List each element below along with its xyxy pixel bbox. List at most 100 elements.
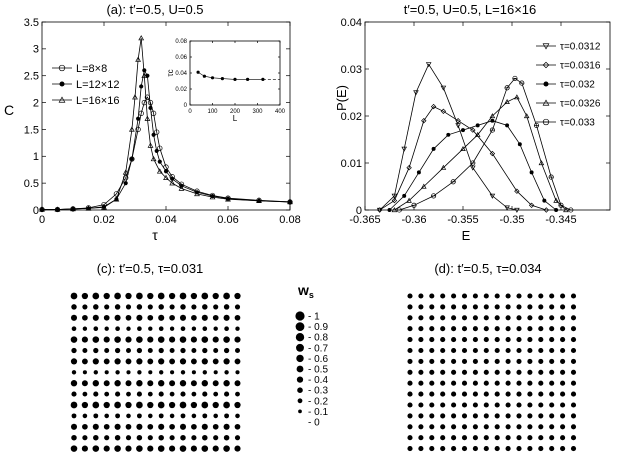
- panel-d-site-dot: [516, 293, 522, 299]
- panel-c-site-dot: [93, 391, 99, 397]
- panel-a-xlabel: τ: [152, 227, 158, 243]
- panel-c-site-dot: [201, 314, 208, 321]
- panel-a-series-2-point: [150, 155, 157, 162]
- panel-c-site-dot: [147, 401, 154, 409]
- panel-b-ytick-label: 0.04: [341, 17, 362, 29]
- panel-c-site-dot: [190, 445, 197, 452]
- panel-d-site-dot: [538, 413, 544, 419]
- panel-d-site-dot: [549, 369, 555, 375]
- panel-d-site-dot: [549, 413, 555, 419]
- panel-d-site-dot: [494, 369, 500, 375]
- ws-legend-dot: [295, 311, 305, 321]
- panel-c-site-dot: [179, 358, 187, 365]
- panel-b-series-3-point: [440, 164, 447, 170]
- panel-c-site-dot: [157, 445, 165, 452]
- ws-legend-dot: [295, 322, 305, 331]
- panel-d-site-dot: [418, 293, 424, 299]
- panel-b-series-0-point: [425, 62, 432, 68]
- panel-d-site-dot: [429, 369, 435, 375]
- panel-a-series-1-point: [154, 148, 159, 153]
- panel-d-site-dot: [494, 402, 500, 408]
- panel-c-site-dot: [136, 391, 142, 397]
- panel-a-ylabel: C: [4, 102, 14, 118]
- panel-d-site-dot: [418, 347, 424, 354]
- panel-d-site-dot: [570, 391, 577, 397]
- panel-c-site-dot: [235, 326, 240, 331]
- ws-legend-label: - 0.5: [308, 365, 328, 376]
- panel-d-site-dot: [570, 435, 577, 441]
- panel-c-site-dot: [92, 314, 99, 321]
- panel-c-site-dot: [223, 292, 230, 300]
- panel-d-site-dot: [429, 293, 435, 299]
- panel-a-inset-xtick-label: 100: [207, 109, 218, 115]
- panel-c-site-dot: [213, 304, 219, 310]
- panel-d-site-dot: [483, 358, 489, 364]
- panel-c-site-dot: [169, 391, 175, 397]
- panel-a-series-1-point: [139, 84, 144, 89]
- panel-d-site-dot: [440, 402, 446, 408]
- panel-d-site-dot: [527, 326, 533, 332]
- panel-a-ytick-label: 1.5: [24, 124, 39, 136]
- panel-d-site-dot: [560, 347, 566, 354]
- panel-b-series-3-point: [553, 197, 559, 203]
- panel-c-site-dot: [104, 435, 110, 441]
- panel-b-legend-label: τ=0.033: [560, 118, 595, 129]
- panel-c-site-dot: [201, 401, 209, 409]
- panel-b-series-1-point: [489, 150, 496, 157]
- panel-b-series-2-point: [529, 170, 534, 175]
- panel-b-series-4: [396, 75, 574, 213]
- panel-d-site-dot: [538, 435, 544, 441]
- panel-c-site-dot: [234, 292, 241, 300]
- panel-b-series-2-point: [446, 132, 451, 137]
- panel-c-site-dot: [115, 413, 121, 419]
- panel-c-site-dot: [158, 413, 164, 419]
- panel-c-site-dot: [169, 413, 175, 419]
- panel-a-inset-ytick-label: 0.06: [175, 55, 187, 61]
- panel-c-site-dot: [212, 314, 219, 321]
- ws-legend-dot: [296, 365, 304, 373]
- panel-d-site-dot: [483, 326, 489, 332]
- panel-d-site-dot: [527, 402, 533, 408]
- panel-b-series-3: [391, 94, 569, 213]
- panel-c-site-dot: [158, 347, 164, 354]
- panel-a-series-1-point: [151, 132, 156, 137]
- panel-d-site-dot: [451, 391, 457, 397]
- panel-c-site-dot: [157, 292, 165, 300]
- panel-a-ytick-label: 3: [33, 44, 39, 56]
- panel-b-series-3-line: [394, 96, 567, 211]
- panel-d-site-dot: [527, 337, 533, 343]
- panel-c-site-dot: [137, 370, 142, 375]
- panel-c-site-dot: [179, 314, 187, 321]
- panel-b-legend-marker: [542, 99, 550, 106]
- panel-d-site-dot: [407, 380, 413, 386]
- panel-c-site-dot: [191, 314, 197, 321]
- panel-c-site-dot: [157, 336, 165, 343]
- panel-a-legend-label: L=12×12: [76, 79, 119, 91]
- panel-c-site-dot: [81, 401, 89, 409]
- panel-d-site-dot: [516, 435, 522, 441]
- panel-d-site-dot: [570, 315, 577, 321]
- panel-d-site-dot: [570, 347, 577, 354]
- panel-c-title: (c): t′=0.5, τ=0.031: [97, 261, 204, 276]
- ws-legend-dot: [298, 409, 302, 414]
- panel-c-site-dot: [180, 370, 186, 375]
- panel-a-series-1-point: [123, 181, 128, 186]
- panel-c-site-dot: [92, 358, 99, 365]
- panel-c-site-dot: [126, 413, 131, 419]
- panel-c-site-dot: [201, 445, 209, 452]
- panel-d-site-dot: [560, 326, 566, 332]
- panel-c-site-dot: [213, 435, 219, 441]
- panel-a-inset-xlabel: L: [233, 114, 238, 123]
- panel-d-site-dot: [407, 315, 413, 321]
- panel-c-site-dot: [223, 314, 230, 321]
- panel-c-site-dot: [114, 314, 121, 321]
- panel-d-site-dot: [429, 402, 435, 408]
- panel-d-site-dot: [516, 315, 522, 321]
- panel-d-site-dot: [505, 391, 511, 397]
- panel-b-series-0-line: [379, 63, 517, 211]
- panel-b-series-4-point: [470, 160, 476, 166]
- panel-b-series-0-point: [470, 165, 476, 171]
- panel-d-site-dot: [451, 315, 457, 321]
- panel-c-site-dot: [147, 435, 153, 441]
- panel-d-site-dot: [494, 293, 500, 299]
